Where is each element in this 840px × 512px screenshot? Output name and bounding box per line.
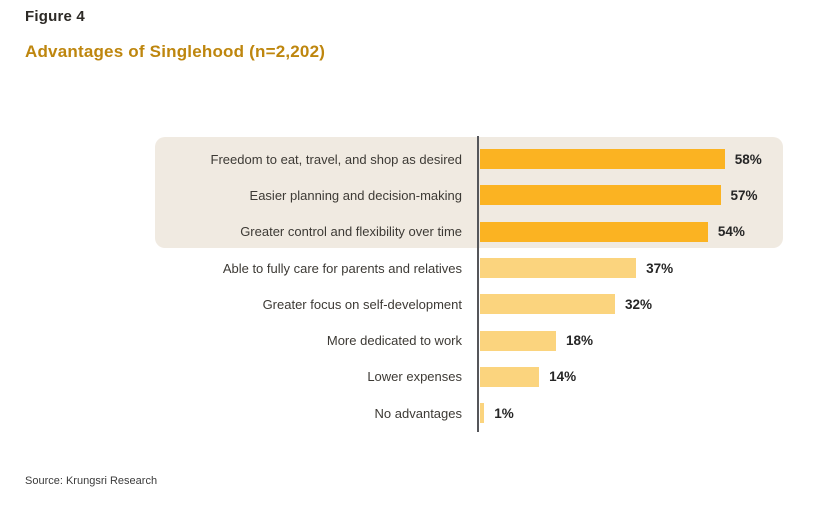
chart-title: Advantages of Singlehood (n=2,202) (25, 42, 326, 61)
source-note: Source: Krungsri Research (25, 475, 158, 487)
category-label: Greater control and flexibility over tim… (240, 224, 462, 240)
bar-area: 58% (480, 149, 762, 170)
bar (480, 221, 708, 242)
bar-area: 32% (480, 294, 653, 315)
bar-area: 14% (480, 366, 577, 387)
chart-row: More dedicated to work 18% (0, 322, 840, 358)
bar (480, 330, 556, 351)
chart-rows: Freedom to eat, travel, and shop as desi… (0, 141, 840, 431)
bar-area: 37% (480, 258, 674, 279)
chart-row: Greater focus on self-development 32% (0, 286, 840, 322)
value-label: 32% (625, 296, 653, 312)
bar (480, 149, 725, 170)
category-axis-line (477, 136, 479, 432)
bar (480, 366, 540, 387)
value-label: 57% (730, 187, 758, 203)
category-label: Greater focus on self-development (262, 296, 462, 312)
figure-label: Figure 4 (25, 8, 85, 25)
chart-row: Freedom to eat, travel, and shop as desi… (0, 141, 840, 177)
bar-area: 57% (480, 185, 758, 206)
chart-row: Lower expenses 14% (0, 359, 840, 395)
bar-area: 1% (480, 403, 514, 424)
value-label: 1% (494, 405, 514, 421)
bar (480, 258, 637, 279)
value-label: 37% (646, 260, 674, 276)
bar (480, 403, 485, 424)
value-label: 58% (734, 151, 762, 167)
category-label: More dedicated to work (326, 333, 462, 349)
category-label: Easier planning and decision-making (249, 187, 462, 203)
chart-row: No advantages 1% (0, 395, 840, 431)
bar (480, 294, 616, 315)
chart-row: Greater control and flexibility over tim… (0, 214, 840, 250)
value-label: 54% (717, 224, 745, 240)
chart-row: Easier planning and decision-making 57% (0, 177, 840, 213)
category-label: Freedom to eat, travel, and shop as desi… (210, 151, 462, 167)
bar (480, 185, 721, 206)
chart-row: Able to fully care for parents and relat… (0, 250, 840, 286)
category-label: No advantages (374, 405, 462, 421)
bar-area: 54% (480, 221, 745, 242)
value-label: 14% (549, 369, 577, 385)
category-label: Lower expenses (367, 369, 462, 385)
category-label: Able to fully care for parents and relat… (222, 260, 462, 276)
bar-area: 18% (480, 330, 593, 351)
value-label: 18% (565, 333, 593, 349)
